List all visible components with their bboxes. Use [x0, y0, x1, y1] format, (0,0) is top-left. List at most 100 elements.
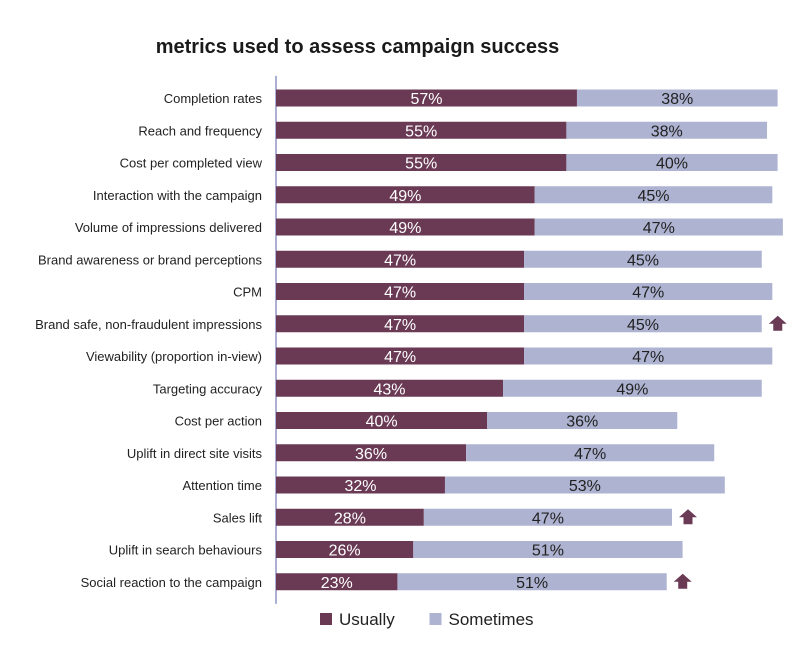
value-label-sometimes: 47%	[574, 446, 606, 463]
value-label-sometimes: 51%	[532, 543, 564, 560]
bar-usually	[276, 379, 504, 397]
category-label: Uplift in direct site visits	[127, 446, 263, 461]
bar-sometimes	[444, 476, 725, 494]
bar-row-reach-and-frequency: Reach and frequency 55% 38%	[138, 121, 768, 140]
bar-row-cpm: CPM 47% 47%	[233, 283, 773, 302]
bar-row-brand-safe-non-fraudulent-impressions: Brand safe, non-fraudulent impressions 47…	[35, 315, 787, 334]
bar-usually	[276, 573, 398, 591]
bar-usually	[276, 347, 525, 365]
chart-title: metrics used to assess campaign success	[155, 36, 560, 58]
value-label-usually: 47%	[384, 317, 416, 334]
value-label-usually: 28%	[334, 510, 366, 527]
category-label: Social reaction to the campaign	[81, 575, 262, 590]
up-arrow-icon	[768, 315, 787, 331]
category-label: Viewability (proportion in-view)	[86, 349, 262, 364]
value-label-sometimes: 38%	[661, 91, 693, 108]
bar-sometimes	[397, 573, 667, 591]
category-label: Reach and frequency	[138, 123, 262, 138]
value-label-sometimes: 45%	[627, 252, 659, 269]
bar-sometimes	[566, 121, 768, 139]
value-label-sometimes: 47%	[643, 220, 675, 237]
bar-sometimes	[413, 541, 683, 558]
bar-row-viewability-proportion-in-view: Viewability (proportion in-view) 47% 47%	[86, 347, 773, 366]
bar-usually	[276, 121, 567, 139]
bar-row-completion-rates: Completion rates 57% 38%	[164, 89, 778, 108]
value-label-sometimes: 47%	[632, 349, 664, 366]
value-label-sometimes: 45%	[627, 317, 659, 334]
bar-row-uplift-in-search-behaviours: Uplift in search behaviours 26% 51%	[109, 541, 683, 560]
value-label-usually: 49%	[389, 188, 421, 205]
value-label-sometimes: 38%	[651, 123, 683, 140]
value-label-sometimes: 49%	[616, 381, 648, 398]
value-label-usually: 47%	[384, 349, 416, 366]
bar-row-targeting-accuracy: Targeting accuracy 43% 49%	[153, 379, 762, 398]
bar-row-social-reaction-to-the-campaign: Social reaction to the campaign 23% 51%	[81, 573, 692, 592]
category-label: Completion rates	[164, 91, 263, 106]
value-label-usually: 49%	[389, 220, 421, 237]
bar-row-brand-awareness-or-brand-perceptions: Brand awareness or brand perceptions 47% 4…	[38, 250, 762, 269]
value-label-sometimes: 45%	[638, 188, 670, 205]
bar-sometimes	[524, 250, 762, 268]
up-arrow-icon	[679, 509, 697, 525]
bar-row-cost-per-action: Cost per action 40% 36%	[175, 412, 678, 431]
bar-usually	[276, 476, 445, 494]
category-label: Sales lift	[213, 510, 263, 525]
bar-usually	[276, 541, 414, 558]
bar-usually	[276, 315, 525, 333]
bar-sometimes	[576, 89, 778, 107]
legend-swatch-sometimes	[429, 613, 442, 625]
category-label: Targeting accuracy	[153, 381, 263, 396]
value-label-sometimes: 47%	[532, 510, 564, 527]
legend-swatch-usually	[320, 613, 332, 625]
category-label: Uplift in search behaviours	[109, 543, 263, 558]
value-label-sometimes: 53%	[569, 478, 601, 495]
bar-row-volume-of-impressions-delivered: Volume of impressions delivered 49% 47%	[75, 218, 783, 237]
value-label-usually: 23%	[321, 575, 353, 592]
value-label-sometimes: 47%	[632, 285, 664, 302]
bar-usually	[276, 186, 535, 204]
bar-row-sales-lift: Sales lift 28% 47%	[213, 508, 697, 527]
bar-row-attention-time: Attention time 32% 53%	[183, 476, 725, 495]
bar-usually	[276, 412, 488, 429]
legend-label-sometimes: Sometimes	[449, 610, 534, 629]
bar-row-interaction-with-the-campaign: Interaction with the campaign 49% 45%	[93, 186, 773, 205]
bar-sometimes	[503, 379, 762, 397]
value-label-usually: 32%	[344, 478, 376, 495]
value-label-usually: 57%	[410, 91, 442, 108]
value-label-usually: 40%	[366, 414, 398, 431]
value-label-usually: 47%	[384, 285, 416, 302]
category-label: Attention time	[183, 478, 263, 493]
bar-row-uplift-in-direct-site-visits: Uplift in direct site visits 36% 47%	[127, 444, 715, 463]
bar-usually	[276, 444, 467, 462]
bar-sometimes	[534, 218, 783, 236]
bar-usually	[276, 508, 424, 526]
value-label-sometimes: 51%	[516, 575, 548, 592]
bar-usually	[276, 218, 535, 236]
value-label-sometimes: 40%	[656, 156, 688, 173]
value-label-usually: 55%	[405, 156, 437, 173]
category-label: Brand safe, non-fraudulent impressions	[35, 317, 262, 332]
legend: Usually Sometimes	[320, 610, 534, 629]
up-arrow-icon	[673, 573, 692, 589]
bar-sometimes	[487, 412, 678, 429]
bar-sometimes	[524, 315, 762, 333]
category-label: Cost per action	[175, 414, 262, 429]
category-label: CPM	[233, 285, 262, 300]
bar-usually	[276, 89, 577, 107]
value-label-usually: 26%	[329, 543, 361, 560]
bar-usually	[276, 283, 525, 300]
bar-sometimes	[423, 508, 672, 526]
value-label-usually: 43%	[374, 381, 406, 398]
category-label: Brand awareness or brand perceptions	[38, 252, 263, 267]
bar-sometimes	[534, 186, 773, 204]
category-label: Volume of impressions delivered	[75, 220, 262, 235]
category-label: Cost per completed view	[120, 156, 263, 171]
value-label-usually: 47%	[384, 252, 416, 269]
value-label-usually: 55%	[405, 123, 437, 140]
legend-label-usually: Usually	[339, 610, 395, 629]
bar-row-cost-per-completed-view: Cost per completed view 55% 40%	[120, 154, 778, 173]
value-label-usually: 36%	[355, 446, 387, 463]
value-label-sometimes: 36%	[566, 414, 598, 431]
bar-sometimes	[466, 444, 715, 462]
